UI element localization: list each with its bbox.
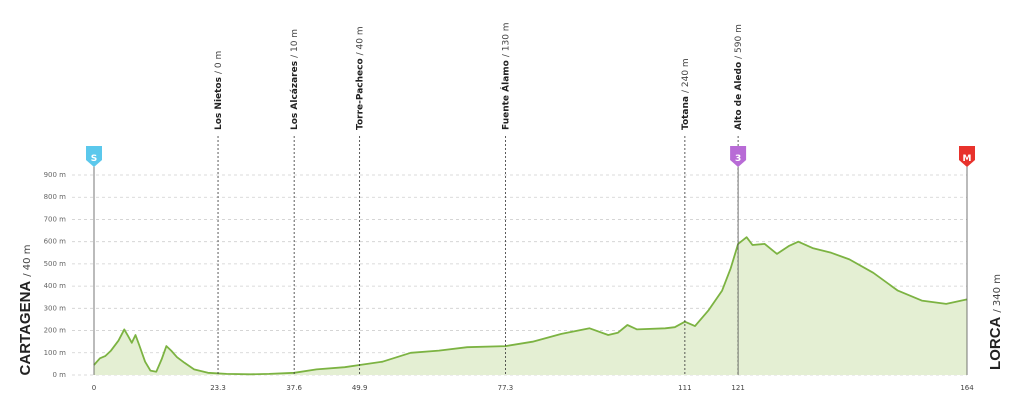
finish-name: LORCA	[987, 316, 1004, 369]
waypoint-altitude: / 0 m	[214, 51, 224, 74]
waypoint-label: Torre-Pacheco / 40 m	[356, 26, 366, 130]
y-tick-label: 0 m	[53, 371, 67, 379]
x-tick-label: 49.9	[352, 384, 368, 392]
x-tick-label: 0	[92, 384, 96, 392]
y-tick-label: 700 m	[44, 215, 67, 223]
waypoint-label: Totana / 240 m	[681, 58, 691, 130]
waypoint-name: Fuente Álamo	[499, 60, 511, 130]
x-tick-label: 164	[960, 384, 974, 392]
start-altitude: / 40 m	[22, 245, 33, 277]
x-tick-label: 23.3	[210, 384, 226, 392]
elevation-line	[93, 236, 968, 376]
marker-label: M	[963, 154, 972, 164]
y-tick-label: 900 m	[44, 171, 67, 179]
waypoint-name: Los Nietos	[214, 77, 224, 130]
marker-badge	[730, 146, 747, 167]
marker-badge	[959, 146, 975, 167]
marker-label: S	[91, 154, 97, 164]
x-tick-label: 77.3	[498, 384, 514, 392]
waypoint-altitude: / 10 m	[290, 29, 300, 58]
waypoint-name: Alto de Aledo	[734, 62, 744, 130]
waypoint-altitude: / 590 m	[734, 24, 744, 59]
y-tick-label: 400 m	[44, 282, 67, 290]
waypoint-label: Alto de Aledo / 590 m	[734, 24, 744, 130]
x-tick-label: 37.6	[286, 384, 302, 392]
y-tick-label: 500 m	[44, 260, 67, 268]
elevation-area	[94, 237, 967, 375]
waypoint-altitude: / 40 m	[356, 26, 366, 55]
waypoint-altitude: / 130 m	[501, 22, 511, 57]
marker-label: 3	[735, 154, 741, 164]
finish-altitude: / 340 m	[992, 274, 1003, 313]
finish-label: LORCA / 340 m	[987, 274, 1004, 370]
waypoint-name: Los Alcázares	[290, 61, 300, 130]
waypoint-label: Fuente Álamo / 130 m	[499, 22, 511, 130]
y-tick-label: 100 m	[44, 349, 67, 357]
x-tick-label: 111	[678, 384, 691, 392]
waypoint-altitude: / 240 m	[681, 58, 691, 93]
waypoint-name: Totana	[681, 96, 691, 130]
y-tick-label: 800 m	[44, 193, 67, 201]
x-tick-label: 121	[731, 384, 744, 392]
start-label: CARTAGENA / 40 m	[17, 245, 34, 376]
waypoint-name: Torre-Pacheco	[356, 58, 366, 130]
waypoint-label: Los Nietos / 0 m	[214, 51, 224, 130]
start-name: CARTAGENA	[17, 281, 34, 376]
y-tick-label: 300 m	[44, 304, 67, 312]
y-tick-label: 600 m	[44, 238, 67, 246]
marker-badge	[86, 146, 102, 167]
y-tick-label: 200 m	[44, 327, 67, 335]
waypoint-label: Los Alcázares / 10 m	[290, 29, 300, 130]
